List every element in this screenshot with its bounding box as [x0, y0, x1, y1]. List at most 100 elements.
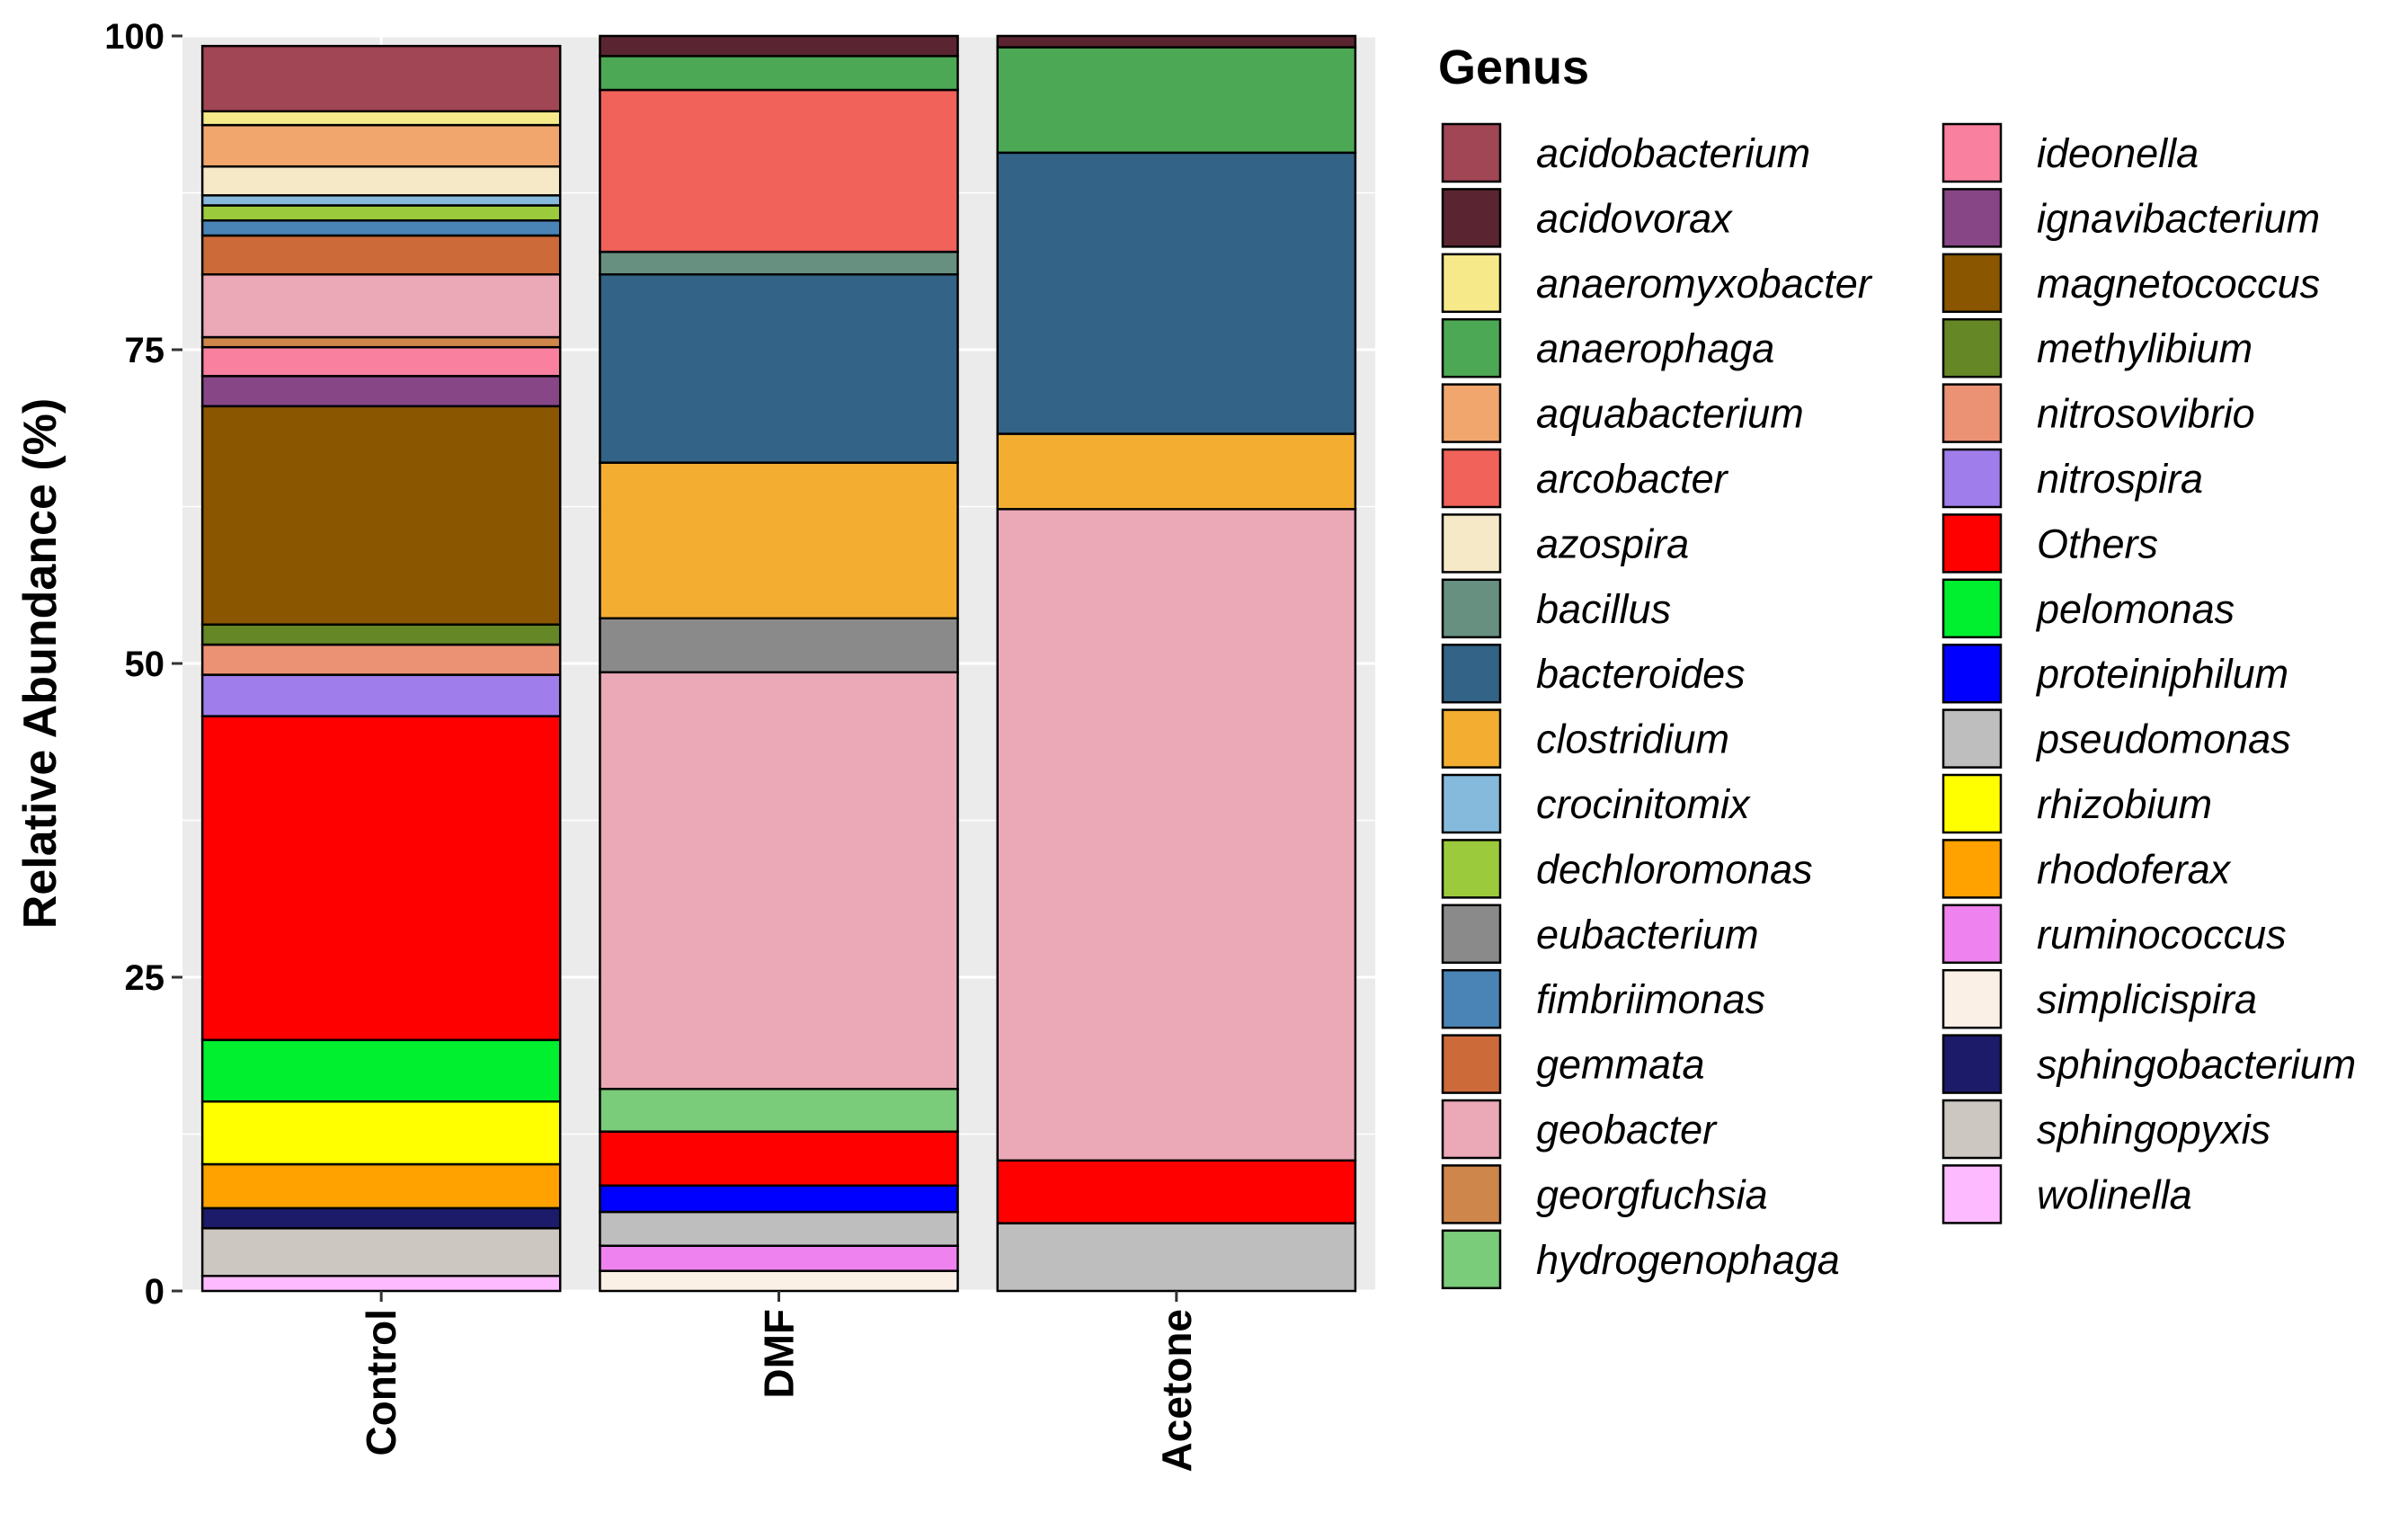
- legend-label: azospira: [1536, 521, 1689, 566]
- legend-label: gemmata: [1536, 1042, 1705, 1088]
- segment-dmf-others: [599, 1130, 959, 1187]
- legend-label: aquabacterium: [1536, 391, 1804, 437]
- legend-swatch: [1942, 317, 2003, 378]
- segment-control-others: [200, 715, 562, 1042]
- legend-swatch: [1441, 188, 1502, 248]
- legend-label: proteiniphilum: [2035, 651, 2288, 697]
- legend-label: wolinella: [2037, 1171, 2192, 1217]
- legend-swatch: [1441, 968, 1502, 1029]
- legend-item-fimbriimonas: fimbriimonas: [1441, 968, 1765, 1029]
- segment-dmf-acidovorax: [599, 34, 959, 58]
- legend-label: acidobacterium: [1536, 130, 1810, 176]
- x-tick-label-acetone: Acetone: [1153, 1309, 1200, 1472]
- legend-swatch: [1942, 188, 2003, 248]
- legend-item-anaeromyxobacter: anaeromyxobacter: [1441, 253, 1873, 314]
- legend-label: pseudomonas: [2035, 717, 2291, 762]
- segment-control-nitrosovibrio: [200, 643, 562, 676]
- segment-control-nitrospira: [200, 673, 562, 717]
- bars: [200, 34, 1357, 1293]
- legend-label: eubacterium: [1536, 912, 1759, 957]
- legend-item-georgfuchsia: georgfuchsia: [1441, 1164, 1768, 1224]
- legend-item-aquabacterium: aquabacterium: [1441, 383, 1804, 443]
- y-tick-label: 100: [104, 17, 164, 57]
- segment-acetone-bacteroides: [996, 151, 1357, 435]
- legend-label: fimbriimonas: [1536, 976, 1765, 1022]
- legend-label: sphingobacterium: [2037, 1042, 2356, 1088]
- legend-swatch: [1942, 1034, 2003, 1094]
- segment-dmf-pseudomonas: [599, 1210, 959, 1247]
- legend-swatch: [1942, 122, 2003, 183]
- segment-control-sphingopyxis: [200, 1226, 562, 1277]
- legend-item-arcobacter: arcobacter: [1441, 448, 1729, 509]
- segment-control-anaeromyxobacter: [200, 110, 562, 127]
- legend-item-geobacter: geobacter: [1441, 1099, 1718, 1160]
- legend-item-simplicispira: simplicispira: [1942, 968, 2257, 1029]
- y-tick-label: 50: [125, 645, 165, 684]
- segment-dmf-simplicispira: [599, 1269, 959, 1293]
- y-axis-label: Relative Abundance (%): [14, 398, 67, 929]
- legend-swatch: [1942, 1164, 2003, 1224]
- legend-item-gemmata: gemmata: [1441, 1034, 1705, 1094]
- legend-swatch: [1441, 1099, 1502, 1160]
- legend-swatch: [1441, 1164, 1502, 1224]
- legend-label: clostridium: [1536, 717, 1729, 762]
- segment-acetone-anaerophaga: [996, 46, 1357, 155]
- legend-swatch: [1441, 513, 1502, 574]
- legend-item-magnetococcus: magnetococcus: [1942, 253, 2320, 314]
- legend-item-sphingobacterium: sphingobacterium: [1942, 1034, 2356, 1094]
- segment-acetone-geobacter: [996, 508, 1357, 1162]
- x-axis: Control DMF Acetone: [358, 1291, 1200, 1472]
- legend-swatch: [1942, 708, 2003, 769]
- segment-dmf-clostridium: [599, 461, 959, 619]
- legend-item-methylibium: methylibium: [1942, 317, 2253, 378]
- legend-swatch: [1942, 448, 2003, 509]
- legend-swatch: [1942, 513, 2003, 574]
- segment-acetone-clostridium: [996, 432, 1357, 511]
- segment-control-rhodoferax: [200, 1162, 562, 1210]
- segment-dmf-ruminococcus: [599, 1244, 959, 1272]
- legend-label: acidovorax: [1536, 195, 1733, 241]
- segment-control-ideonella: [200, 345, 562, 378]
- legend-title: Genus: [1438, 40, 1589, 94]
- segment-control-azospira: [200, 165, 562, 197]
- legend-swatch: [1942, 643, 2003, 704]
- legend-label: nitrosovibrio: [2037, 391, 2255, 437]
- y-tick-label: 25: [125, 958, 165, 998]
- legend-item-dechloromonas: dechloromonas: [1441, 839, 1813, 899]
- legend-item-proteiniphilum: proteiniphilum: [1942, 643, 2288, 704]
- legend-label: anaerophaga: [1536, 325, 1774, 371]
- segment-control-sphingobacterium: [200, 1206, 562, 1230]
- legend-label: methylibium: [2037, 325, 2253, 371]
- legend-item-eubacterium: eubacterium: [1441, 904, 1759, 965]
- legend-label: bacteroides: [1536, 651, 1746, 697]
- legend-swatch: [1942, 253, 2003, 314]
- legend-swatch: [1942, 383, 2003, 443]
- legend-label: dechloromonas: [1536, 846, 1813, 892]
- segment-control-ignavibacterium: [200, 375, 562, 408]
- legend-label: ruminococcus: [2037, 912, 2287, 957]
- legend-swatch: [1441, 578, 1502, 639]
- legend-swatch: [1441, 448, 1502, 509]
- legend-label: rhizobium: [2037, 781, 2212, 827]
- segment-control-geobacter: [200, 272, 562, 339]
- legend-label: rhodoferax: [2037, 846, 2232, 892]
- segment-control-aquabacterium: [200, 123, 562, 168]
- legend-item-azospira: azospira: [1441, 513, 1689, 574]
- legend-swatch: [1441, 1034, 1502, 1094]
- legend-label: magnetococcus: [2037, 261, 2320, 307]
- legend-item-acidovorax: acidovorax: [1441, 188, 1733, 248]
- segment-control-fimbriimonas: [200, 218, 562, 237]
- segment-control-methylibium: [200, 623, 562, 646]
- legend-swatch: [1441, 253, 1502, 314]
- legend-label: ideonella: [2037, 130, 2199, 176]
- legend-swatch: [1441, 383, 1502, 443]
- legend-item-acidobacterium: acidobacterium: [1441, 122, 1810, 183]
- legend-label: ignavibacterium: [2037, 195, 2320, 241]
- segment-dmf-anaerophaga: [599, 55, 959, 92]
- legend-item-sphingopyxis: sphingopyxis: [1942, 1099, 2270, 1160]
- legend-item-pelomonas: pelomonas: [1942, 578, 2235, 639]
- legend-swatch: [1441, 708, 1502, 769]
- legend-item-rhizobium: rhizobium: [1942, 773, 2212, 834]
- segment-dmf-eubacterium: [599, 617, 959, 674]
- legend-item-anaerophaga: anaerophaga: [1441, 317, 1774, 378]
